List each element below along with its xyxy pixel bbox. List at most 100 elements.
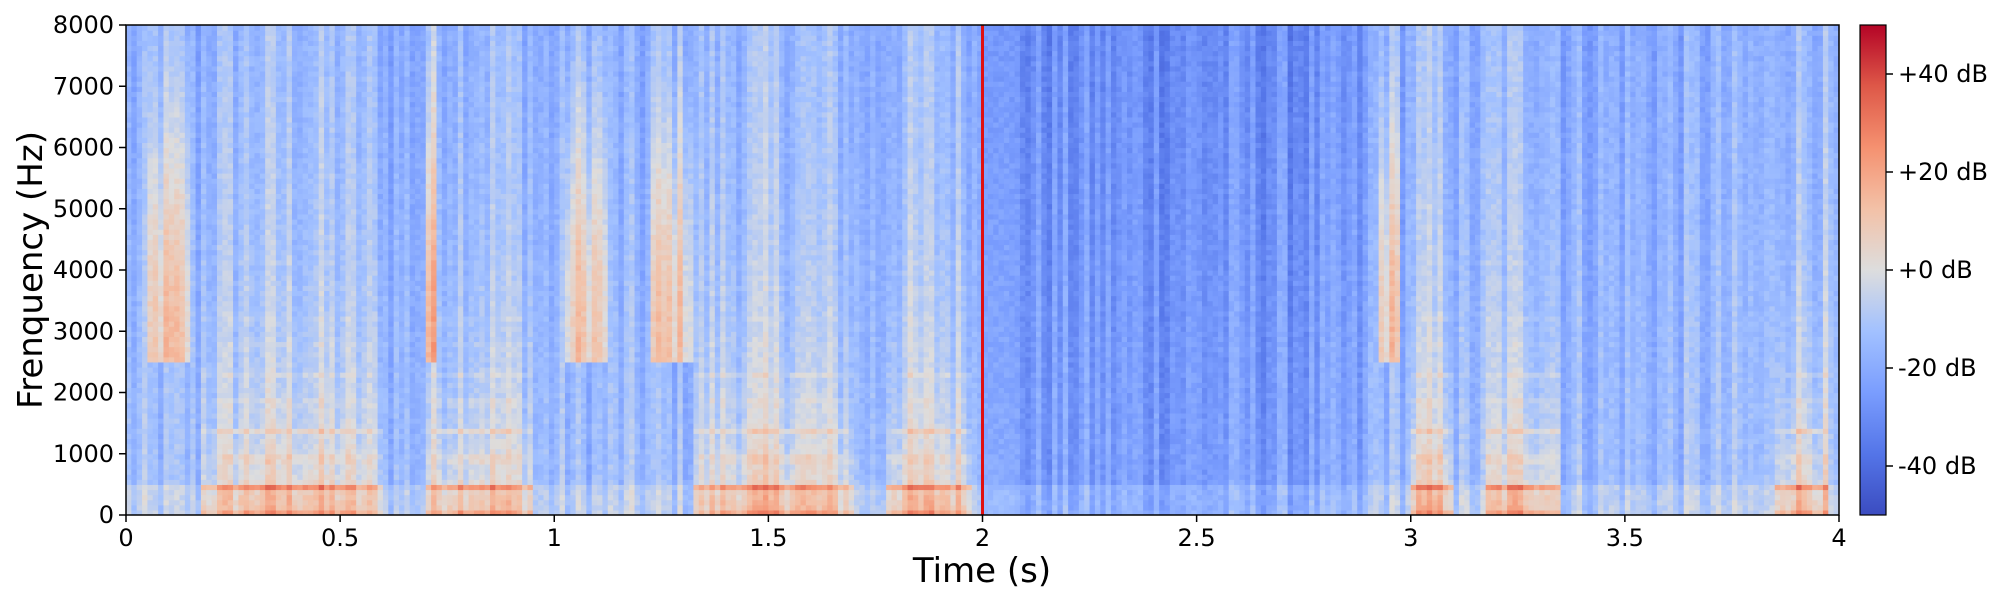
spectrogram-cell [394,25,400,31]
spectrogram-cell [335,500,341,506]
spectrogram-cell [126,469,132,475]
spectrogram-cell [244,112,250,118]
spectrogram-cell [383,280,389,286]
spectrogram-cell [131,178,137,184]
spectrogram-cell [356,403,362,409]
spectrogram-cell [249,413,255,419]
spectrogram-cell [319,423,325,429]
spectrogram-cell [185,285,191,291]
spectrogram-cell [362,357,368,363]
spectrogram-cell [292,112,298,118]
spectrogram-cell [233,454,239,460]
spectrogram-cell [394,398,400,404]
spectrogram-cell [174,112,180,118]
spectrogram-cell [249,193,255,199]
spectrogram-cell [222,168,228,174]
spectrogram-cell [254,454,260,460]
spectrogram-cell [372,495,378,501]
spectrogram-cell [142,347,148,353]
spectrogram-cell [394,311,400,317]
spectrogram-cell [212,347,218,353]
spectrogram-cell [228,30,234,36]
spectrogram-cell [378,86,384,92]
spectrogram-cell [313,433,319,439]
spectrogram-cell [281,96,287,102]
spectrogram-cell [383,479,389,485]
spectrogram-cell [356,148,362,154]
spectrogram-cell [206,107,212,113]
spectrogram-cell [244,403,250,409]
spectrogram-cell [126,413,132,419]
spectrogram-cell [201,341,207,347]
spectrogram-cell [238,102,244,108]
spectrogram-cell [185,316,191,322]
spectrogram-cell [163,357,169,363]
spectrogram-cell [212,122,218,128]
spectrogram-cell [190,148,196,154]
spectrogram-cell [228,96,234,102]
spectrogram-cell [244,76,250,82]
spectrogram-cell [222,102,228,108]
spectrogram-cell [190,331,196,337]
spectrogram-cell [271,398,277,404]
spectrogram-cell [378,250,384,256]
spectrogram-cell [244,285,250,291]
spectrogram-cell [153,423,159,429]
spectrogram-cell [169,352,175,358]
spectrogram-cell [201,91,207,97]
spectrogram-cell [383,91,389,97]
spectrogram-cell [212,219,218,225]
spectrogram-cell [324,137,330,143]
spectrogram-cell [201,316,207,322]
spectrogram-cell [303,479,309,485]
spectrogram-cell [303,61,309,67]
spectrogram-cell [180,51,186,57]
spectrogram-cell [388,86,394,92]
spectrogram-cell [297,408,303,414]
spectrogram-cell [137,352,143,358]
spectrogram-cell [238,229,244,235]
spectrogram-cell [137,372,143,378]
spectrogram-cell [185,148,191,154]
spectrogram-cell [292,280,298,286]
spectrogram-cell [190,285,196,291]
spectrogram-cell [313,117,319,123]
spectrogram-cell [174,61,180,67]
spectrogram-cell [131,341,137,347]
spectrogram-cell [313,469,319,475]
spectrogram-cell [394,234,400,240]
spectrogram-cell [158,352,164,358]
spectrogram-cell [190,326,196,332]
spectrogram-cell [153,357,159,363]
spectrogram-cell [217,372,223,378]
spectrogram-cell [196,183,202,189]
spectrogram-cell [180,209,186,215]
spectrogram-cell [222,193,228,199]
spectrogram-cell [185,500,191,506]
spectrogram-cell [169,331,175,337]
spectrogram-cell [249,393,255,399]
spectrogram-cell [351,428,357,434]
spectrogram-cell [142,495,148,501]
spectrogram-cell [249,438,255,444]
spectrogram-cell [345,214,351,220]
spectrogram-cell [329,270,335,276]
spectrogram-cell [335,489,341,495]
spectrogram-cell [297,91,303,97]
spectrogram-cell [324,367,330,373]
spectrogram-cell [196,326,202,332]
spectrogram-cell [222,484,228,490]
spectrogram-cell [356,459,362,465]
spectrogram-cell [126,35,132,41]
spectrogram-cell [372,459,378,465]
spectrogram-cell [394,301,400,307]
spectrogram-cell [180,403,186,409]
spectrogram-cell [206,316,212,322]
spectrogram-cell [297,137,303,143]
spectrogram-cell [271,132,277,138]
spectrogram-cell [356,505,362,511]
spectrogram-cell [388,229,394,235]
spectrogram-cell [271,306,277,312]
spectrogram-cell [394,96,400,102]
spectrogram-cell [281,505,287,511]
